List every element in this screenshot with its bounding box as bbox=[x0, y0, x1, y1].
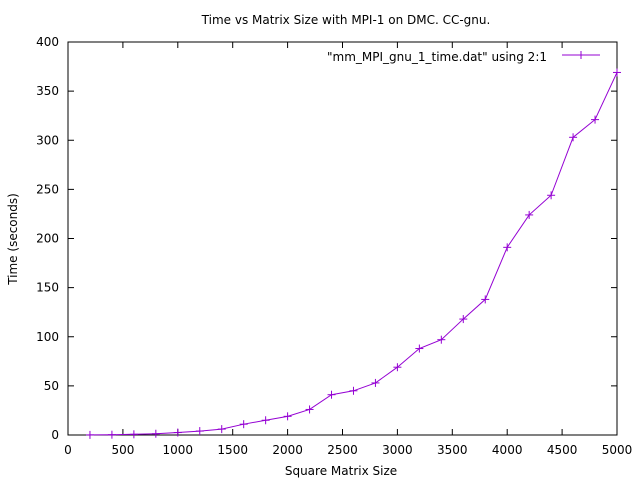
y-tick-label: 350 bbox=[36, 84, 59, 98]
data-point bbox=[283, 412, 292, 421]
x-axis-label: Square Matrix Size bbox=[285, 464, 397, 478]
data-point bbox=[261, 416, 270, 425]
chart-title: Time vs Matrix Size with MPI-1 on DMC. C… bbox=[201, 13, 491, 27]
data-point bbox=[85, 430, 94, 439]
plot-border bbox=[67, 41, 618, 436]
data-point bbox=[525, 210, 534, 219]
series-group bbox=[85, 68, 621, 439]
ticks: 0 500 1000 1500 2000 2500 3000 3500 4000 4500 5000… bbox=[36, 35, 632, 457]
y-tick-label: 300 bbox=[36, 133, 59, 147]
data-point bbox=[349, 386, 358, 395]
x-tick-label: 5000 bbox=[602, 443, 633, 457]
legend: "mm_MPI_gnu_1_time.dat" using 2:1 bbox=[327, 50, 600, 64]
axes bbox=[67, 41, 618, 436]
x-tick-label: 3000 bbox=[382, 443, 413, 457]
x-tick-label: 3500 bbox=[437, 443, 468, 457]
data-point bbox=[195, 427, 204, 436]
data-point bbox=[547, 191, 556, 200]
y-tick-label: 0 bbox=[51, 428, 59, 442]
data-point bbox=[327, 390, 336, 399]
y-tick-label: 100 bbox=[36, 330, 59, 344]
x-tick-label: 0 bbox=[64, 443, 72, 457]
data-point bbox=[107, 430, 116, 439]
data-point bbox=[173, 428, 182, 437]
legend-marker bbox=[577, 51, 585, 59]
x-tick-label: 500 bbox=[111, 443, 134, 457]
data-point bbox=[151, 429, 160, 438]
legend-label: "mm_MPI_gnu_1_time.dat" using 2:1 bbox=[327, 50, 547, 64]
y-tick-label: 400 bbox=[36, 35, 59, 49]
data-point bbox=[503, 243, 512, 252]
y-tick-label: 200 bbox=[36, 232, 59, 246]
x-tick-label: 1000 bbox=[163, 443, 194, 457]
data-point bbox=[305, 405, 314, 414]
data-point bbox=[591, 115, 600, 124]
y-tick-label: 150 bbox=[36, 281, 59, 295]
data-point bbox=[217, 425, 226, 434]
y-tick-label: 50 bbox=[44, 379, 59, 393]
x-tick-label: 4000 bbox=[492, 443, 523, 457]
x-tick-label: 2500 bbox=[327, 443, 358, 457]
data-point bbox=[415, 344, 424, 353]
data-point bbox=[613, 68, 621, 77]
x-tick-label: 1500 bbox=[217, 443, 248, 457]
data-point bbox=[459, 315, 468, 324]
data-point bbox=[437, 335, 446, 344]
x-tick-label: 4500 bbox=[547, 443, 578, 457]
data-point bbox=[371, 378, 380, 387]
y-axis-label: Time (seconds) bbox=[6, 193, 20, 286]
data-point bbox=[393, 363, 402, 372]
data-point bbox=[481, 295, 490, 304]
data-point bbox=[569, 133, 578, 142]
data-point bbox=[239, 420, 248, 429]
series-line bbox=[89, 72, 618, 436]
x-tick-label: 2000 bbox=[272, 443, 303, 457]
data-point bbox=[129, 430, 138, 439]
y-tick-label: 250 bbox=[36, 182, 59, 196]
